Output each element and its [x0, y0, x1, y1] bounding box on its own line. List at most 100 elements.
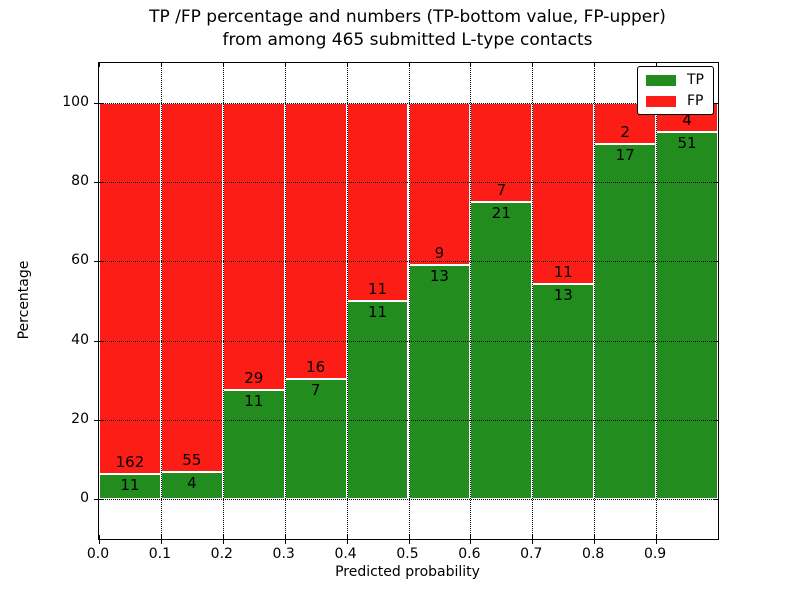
- x-tick: [470, 535, 472, 544]
- y-gridline: [99, 340, 718, 342]
- x-tick: [470, 63, 472, 67]
- tick-layer: [94, 63, 718, 544]
- x-tick: [656, 63, 658, 67]
- bar-count-label-tp: 13: [429, 266, 449, 285]
- bar-count-layer: 162 11 55 4 29 11 16 7 11 11 9 13 7 21 11 13 2 17 4 51: [99, 63, 718, 539]
- bar-segment-fp: [222, 102, 285, 391]
- y-tick: [94, 420, 103, 421]
- bar-count-label-tp: 7: [310, 380, 321, 399]
- legend-label-tp: TP: [687, 72, 704, 88]
- legend-swatch-fp: [646, 95, 676, 107]
- x-tick-label: 0.2: [210, 546, 233, 562]
- y-tick: [714, 182, 718, 183]
- bar-count-label-fp: 55: [182, 451, 202, 470]
- chart-title-line2: from among 465 submitted L-type contacts: [222, 30, 593, 50]
- x-tick: [160, 63, 162, 67]
- x-tick: [408, 535, 410, 544]
- y-tick: [94, 261, 103, 263]
- bar-segment-fp: [284, 102, 347, 379]
- y-tick: [714, 261, 718, 263]
- x-gridline: [222, 63, 224, 539]
- bar-count-label-tp: 17: [615, 146, 635, 165]
- x-tick-label: 0.3: [272, 546, 295, 562]
- x-tick: [284, 535, 286, 544]
- bar-segment-tp: [656, 131, 718, 500]
- x-tick-label: 0.5: [396, 546, 419, 562]
- grid-layer: [99, 63, 718, 539]
- y-tick: [94, 340, 103, 342]
- x-tick: [222, 63, 224, 67]
- bar-count-label-tp: 4: [187, 474, 197, 493]
- legend-item-fp: FP: [646, 94, 704, 108]
- bar-count-label-tp: 11: [244, 392, 264, 411]
- y-tick: [94, 102, 103, 104]
- x-tick: [99, 535, 100, 544]
- bar-segment-fp: [160, 102, 223, 473]
- bar-count-label-fp: 29: [244, 369, 264, 388]
- y-tick: [714, 102, 718, 104]
- bar-count-label-fp: 9: [434, 243, 445, 262]
- y-tick-label: 60: [71, 252, 89, 269]
- x-tick-label: 0.0: [86, 546, 110, 562]
- chart-title: TP /FP percentage and numbers (TP-bottom…: [98, 6, 717, 52]
- bar-count-label-fp: 11: [367, 280, 388, 298]
- y-tick: [94, 182, 103, 183]
- x-tick-label: 0.6: [458, 546, 481, 562]
- y-gridline: [99, 499, 718, 501]
- x-tick: [222, 535, 224, 544]
- y-tick: [714, 420, 718, 421]
- bar-segment-fp: [470, 102, 533, 202]
- x-tick: [532, 63, 534, 67]
- legend-item-tp: TP: [646, 73, 704, 87]
- x-tick-label: 0.7: [520, 546, 543, 562]
- x-tick: [408, 63, 410, 67]
- bar-segment-fp: [99, 102, 161, 475]
- x-gridline: [470, 63, 472, 539]
- legend: TP FP: [637, 66, 714, 115]
- bar-count-label-fp: 7: [496, 180, 507, 199]
- y-gridline: [99, 261, 718, 263]
- bar-count-label-tp: 13: [553, 286, 573, 305]
- legend-label-fp: FP: [687, 93, 704, 109]
- x-tick: [594, 63, 596, 67]
- x-tick-label: 0.8: [582, 546, 605, 562]
- bar-segment-tp: [99, 474, 161, 500]
- bar-count-label-tp: 11: [120, 476, 140, 495]
- bars-layer: [99, 63, 718, 539]
- x-gridline: [532, 63, 534, 539]
- x-tick: [284, 63, 286, 67]
- x-tick: [346, 63, 348, 67]
- y-tick: [94, 499, 103, 501]
- bar-count-label-fp: 162: [115, 453, 145, 472]
- plot-area: 162 11 55 4 29 11 16 7 11 11 9 13 7 21 11 13 2 17 4 51 TP F…: [94, 62, 719, 544]
- x-axis-label: Predicted probability: [335, 564, 480, 580]
- bar-count-label-tp: 21: [491, 203, 511, 222]
- x-tick: [532, 535, 534, 544]
- bar-count-label-fp: 4: [682, 110, 692, 129]
- chart-title-line1: TP /FP percentage and numbers (TP-bottom…: [149, 7, 666, 27]
- x-tick-label: 0.1: [148, 546, 172, 562]
- x-tick-label: 0.4: [334, 546, 357, 562]
- x-tick: [160, 535, 162, 544]
- y-tick: [714, 340, 718, 342]
- x-tick: [594, 535, 596, 544]
- y-tick-label: 40: [71, 331, 89, 348]
- bar-count-label-fp: 16: [306, 357, 326, 376]
- y-tick-label: 20: [71, 411, 89, 427]
- x-gridline: [656, 63, 658, 539]
- bar-count-label-tp: 51: [677, 133, 697, 152]
- y-gridline: [99, 102, 718, 104]
- x-gridline: [160, 63, 162, 539]
- y-gridline: [99, 182, 718, 183]
- x-tick: [346, 535, 348, 544]
- x-gridline: [408, 63, 410, 539]
- x-gridline: [594, 63, 596, 539]
- bar-count-label-tp: 11: [367, 303, 388, 321]
- y-tick-label: 80: [71, 173, 89, 189]
- x-gridline: [284, 63, 286, 539]
- y-tick: [714, 499, 718, 501]
- bar-segment-fp: [408, 102, 471, 265]
- x-tick-label: 0.9: [643, 546, 667, 562]
- bar-count-label-fp: 11: [553, 263, 573, 282]
